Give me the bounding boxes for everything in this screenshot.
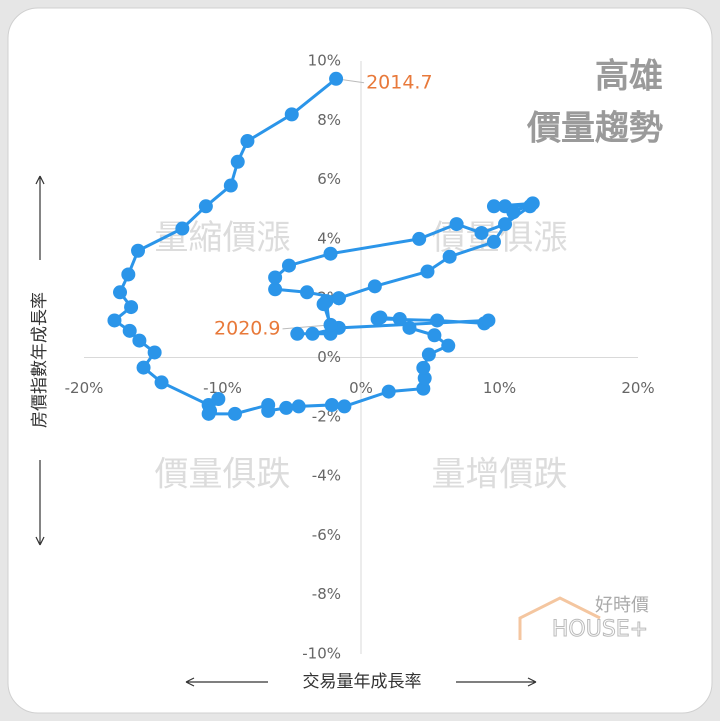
data-point — [506, 205, 521, 220]
data-point — [416, 360, 431, 375]
data-point — [412, 231, 427, 246]
data-point — [230, 154, 245, 169]
y-tick-label: 10% — [308, 52, 341, 70]
x-tick-label: 0% — [349, 379, 373, 397]
y-tick-label: -8% — [312, 585, 341, 603]
data-point — [299, 285, 314, 300]
data-point — [441, 338, 456, 353]
data-point — [323, 246, 338, 261]
data-point — [136, 360, 151, 375]
data-point — [381, 384, 396, 399]
data-point — [211, 392, 226, 407]
logo-name: 好時價 — [595, 595, 649, 616]
y-tick-label: 4% — [317, 229, 341, 247]
data-point — [279, 400, 294, 415]
y-tick-label: 0% — [317, 348, 341, 366]
data-point — [323, 317, 338, 332]
data-point — [481, 313, 496, 328]
data-point — [107, 313, 122, 328]
data-point — [122, 323, 137, 338]
data-point — [367, 279, 382, 294]
data-point — [268, 270, 283, 285]
data-point — [154, 375, 169, 390]
y-tick-label: -4% — [312, 467, 341, 485]
annotation: 2014.7 — [366, 71, 432, 93]
data-point — [131, 243, 146, 258]
data-point — [498, 217, 513, 232]
data-point — [284, 107, 299, 122]
x-tick-label: 20% — [621, 379, 654, 397]
data-point — [525, 196, 540, 211]
data-point — [305, 326, 320, 341]
data-point — [290, 326, 305, 341]
data-point — [430, 313, 445, 328]
data-point — [175, 221, 190, 236]
quadrant-label: 價量俱跌 — [155, 454, 291, 494]
quadrant-label: 量增價跌 — [432, 454, 568, 494]
data-point — [132, 333, 147, 348]
annotation: 2020.9 — [214, 317, 280, 339]
y-arrows — [35, 175, 45, 546]
y-tick-label: -10% — [302, 645, 341, 663]
data-point — [417, 371, 432, 386]
y-axis-label: 房價指數年成長率 — [30, 292, 50, 428]
title-line: 價量趨勢 — [526, 109, 663, 149]
data-point — [442, 249, 457, 264]
logo-brand: HOUSE+ — [552, 617, 648, 642]
data-point — [331, 291, 346, 306]
card — [7, 7, 713, 714]
plot: 量縮價漲價量俱漲價量俱跌量增價跌-20%-10%0%10%20%-10%-8%-… — [65, 52, 655, 663]
data-point — [329, 71, 344, 86]
data-point — [316, 297, 331, 312]
y-tick-label: -6% — [312, 526, 341, 544]
data-point — [121, 267, 136, 282]
data-point — [449, 217, 464, 232]
data-point — [427, 328, 442, 343]
title-line: 高雄 — [595, 57, 663, 97]
data-point — [240, 134, 255, 149]
data-point — [324, 397, 339, 412]
data-point — [421, 347, 436, 362]
y-tick-label: -2% — [312, 407, 341, 425]
x-tick-label: -20% — [65, 379, 104, 397]
y-tick-label: 6% — [317, 170, 341, 188]
data-point — [147, 345, 162, 360]
x-tick-label: -10% — [203, 379, 242, 397]
x-axis-label: 交易量年成長率 — [303, 672, 422, 692]
data-point — [227, 406, 242, 421]
data-point — [420, 264, 435, 279]
data-point — [486, 234, 501, 249]
data-point — [201, 406, 216, 421]
data-point — [268, 282, 283, 297]
data-point — [223, 178, 238, 193]
data-point — [124, 300, 139, 315]
annotation-leader — [282, 324, 331, 330]
data-point — [402, 320, 417, 335]
data-point — [474, 225, 489, 240]
data-point — [113, 285, 128, 300]
logo: 好時價 HOUSE+ — [518, 595, 649, 643]
x-arrows — [185, 677, 537, 687]
x-tick-label: 10% — [483, 379, 516, 397]
quadrant-label: 量縮價漲 — [155, 218, 291, 258]
data-point — [392, 311, 407, 326]
data-point — [486, 199, 501, 214]
data-point — [198, 199, 213, 214]
y-tick-label: 8% — [317, 111, 341, 129]
data-point — [337, 399, 352, 414]
data-point — [416, 381, 431, 396]
data-point — [291, 399, 306, 414]
data-point — [370, 311, 385, 326]
data-point — [281, 258, 296, 273]
data-point — [261, 403, 276, 418]
